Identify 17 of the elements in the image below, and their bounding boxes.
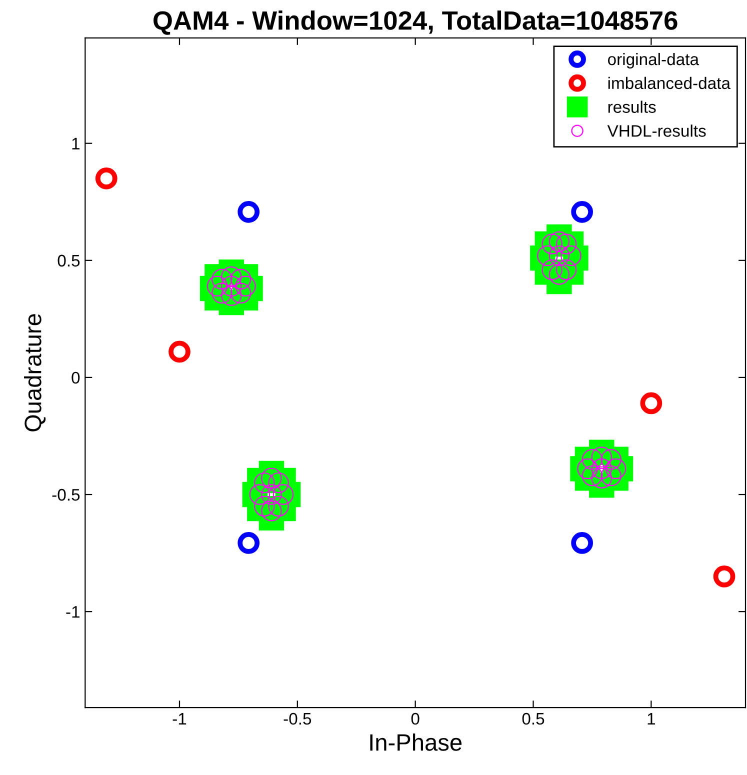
- legend-label: original-data: [608, 52, 700, 69]
- legend-label: VHDL-results: [607, 124, 706, 137]
- legend-label: imbalanced-data: [608, 76, 731, 90]
- y-tick-label: 1: [72, 138, 80, 150]
- y-axis-title: Quadrature: [24, 314, 46, 432]
- y-tick-label: -1: [66, 606, 80, 618]
- x-tick-label: 1: [648, 713, 655, 725]
- x-tick-label: 0: [411, 712, 420, 725]
- y-tick-label: 0: [72, 372, 80, 384]
- legend-label: results: [608, 100, 656, 113]
- x-tick-label: 0.5: [522, 712, 544, 725]
- y-tick-label: 0.5: [58, 254, 80, 267]
- chart-title: QAM4 - Window=1024, TotalData=1048576: [154, 10, 678, 35]
- x-tick-label: -0.5: [284, 712, 312, 725]
- x-axis-title: In-Phase: [370, 734, 462, 751]
- x-tick-label: -1: [172, 713, 186, 725]
- y-tick-label: -0.5: [52, 488, 80, 501]
